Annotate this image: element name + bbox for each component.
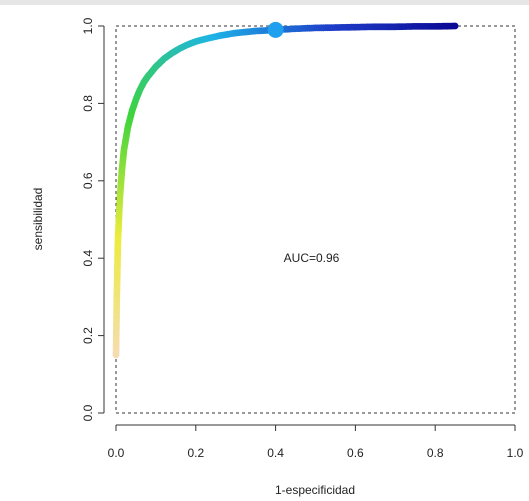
y-tick-label: 1.0 [81,17,95,34]
y-tick-label: 0.4 [81,250,95,267]
x-tick-label: 0.0 [108,446,125,460]
x-tick-label: 1.0 [507,446,524,460]
window-top-strip [0,0,529,5]
x-tick-label: 0.8 [427,446,444,460]
y-tick-label: 0.8 [81,95,95,112]
y-tick-label: 0.2 [81,327,95,344]
roc-point [451,22,459,30]
roc-curve [112,22,459,359]
y-tick-label: 0.0 [81,404,95,421]
x-tick-label: 0.2 [187,446,204,460]
plot-box [115,25,516,414]
y-axis-title: sensibilidad [31,188,45,251]
auc-annotation: AUC=0.96 [284,251,340,265]
x-tick-label: 0.6 [347,446,364,460]
x-axis-title: 1-especificidad [275,483,355,497]
axis-ticks: 0.0 0.2 0.4 0.6 0.8 1.0 0.0 0.2 0.4 0.6 0.8 1.0 [81,17,524,460]
y-tick-label: 0.6 [81,172,95,189]
x-tick-label: 0.4 [267,446,284,460]
highlight-point [267,21,284,38]
